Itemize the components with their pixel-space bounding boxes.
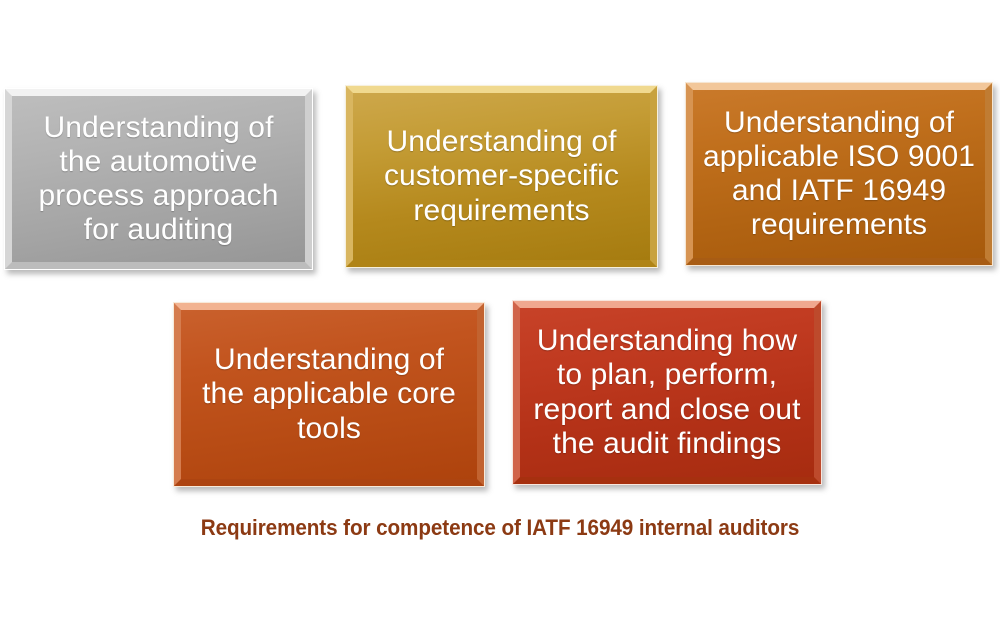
box-face xyxy=(173,302,485,487)
competence-box-automotive-process-approach[interactable]: Understanding of the automotive process … xyxy=(4,88,313,270)
box-face xyxy=(345,85,658,268)
box-outline xyxy=(173,302,485,487)
box-outline xyxy=(4,88,313,270)
competence-box-iso-9001-iatf-16949-requirements[interactable]: Understanding of applicable ISO 9001 and… xyxy=(685,82,993,266)
box-outline xyxy=(512,300,822,485)
competence-box-label: Understanding of applicable ISO 9001 and… xyxy=(702,105,976,242)
competence-box-plan-perform-report-close-audit[interactable]: Understanding how to plan, perform, repo… xyxy=(512,300,822,485)
competence-box-label: Understanding of the applicable core too… xyxy=(202,343,456,445)
competence-box-label: Understanding of customer-specific requi… xyxy=(383,125,620,227)
competence-box-label: Understanding how to plan, perform, repo… xyxy=(533,324,801,460)
diagram-caption: Requirements for competence of IATF 1694… xyxy=(200,515,800,540)
box-outline xyxy=(345,85,658,268)
box-outline xyxy=(685,82,993,266)
box-face xyxy=(4,88,313,270)
competence-box-applicable-core-tools[interactable]: Understanding of the applicable core too… xyxy=(173,302,485,487)
competence-box-label: Understanding of the automotive process … xyxy=(38,110,279,247)
competence-box-customer-specific-requirements[interactable]: Understanding of customer-specific requi… xyxy=(345,85,658,268)
box-face xyxy=(685,82,993,266)
box-face xyxy=(512,300,822,485)
